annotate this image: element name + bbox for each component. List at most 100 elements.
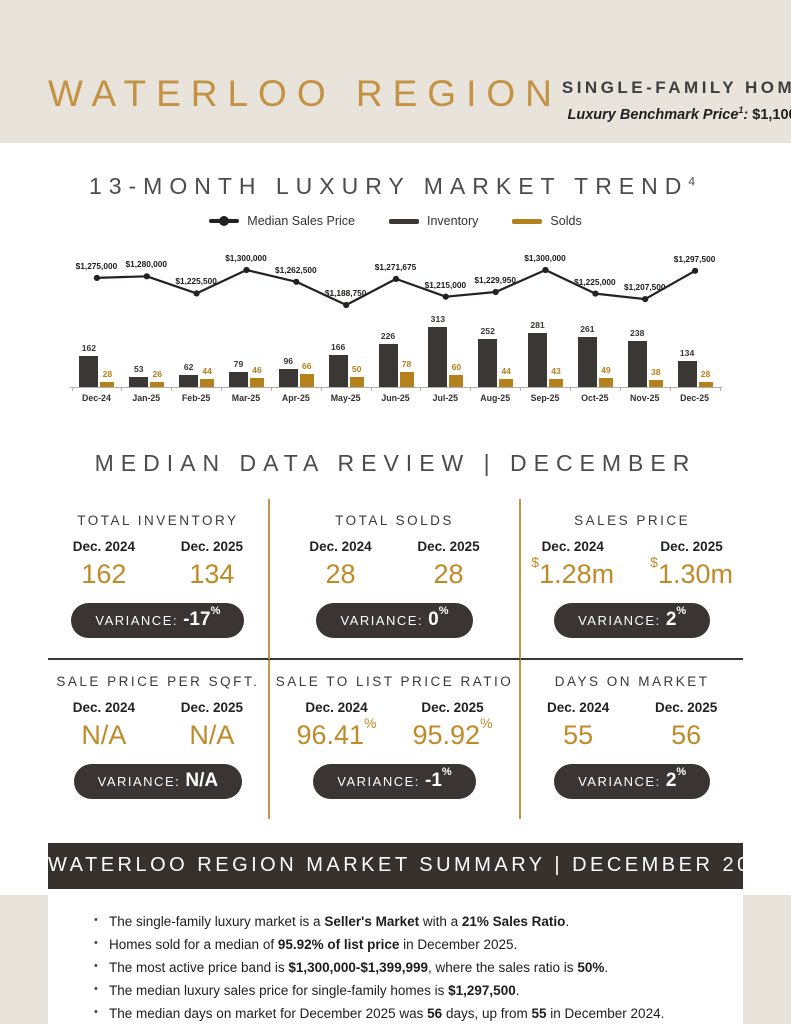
stat-card-title: SALE PRICE PER SQFT. bbox=[56, 674, 260, 689]
stat-period-label: Dec. 2025 bbox=[654, 700, 718, 715]
inventory-bar bbox=[428, 327, 448, 387]
stat-card-sale-price-per-sqft: SALE PRICE PER SQFT. Dec. 2024 N/A Dec. 202… bbox=[48, 660, 270, 819]
benchmark-price: Luxury Benchmark Price1: $1,100,000 bbox=[562, 105, 791, 123]
solds-value-label: 28 bbox=[102, 368, 113, 379]
price-label: $1,262,500 bbox=[275, 264, 317, 275]
benchmark-separator: : bbox=[743, 107, 753, 123]
stat-value: 95.92% bbox=[412, 714, 493, 750]
stat-value: 28 bbox=[325, 559, 356, 589]
inventory-bar bbox=[129, 376, 149, 387]
month-axis-label: Oct-25 bbox=[581, 393, 609, 403]
inventory-bar bbox=[677, 361, 697, 387]
solds-bar bbox=[100, 381, 115, 387]
x-axis-tick bbox=[121, 387, 123, 391]
stat-columns: Dec. 2024 162 Dec. 2025 134 bbox=[54, 539, 262, 590]
solds-bar bbox=[449, 375, 464, 387]
stat-card-total-inventory: TOTAL INVENTORY Dec. 2024 162 Dec. 2025 134 V… bbox=[48, 499, 270, 660]
stat-column-2025: Dec. 2025 95.92% bbox=[413, 700, 493, 751]
report-header: WATERLOO REGION SINGLE-FAMILY HOMES Luxu… bbox=[0, 0, 791, 143]
summary-bold-text: 95.92% of list price bbox=[277, 936, 400, 952]
stat-card-title: SALE TO LIST PRICE RATIO bbox=[275, 674, 514, 689]
stat-period-label: Dec. 2024 bbox=[541, 539, 604, 554]
stat-period-label: Dec. 2025 bbox=[180, 539, 244, 554]
month-axis-label: Dec-24 bbox=[81, 393, 111, 403]
x-axis-tick bbox=[719, 387, 721, 391]
x-axis-tick bbox=[470, 387, 472, 391]
stat-period-label: Dec. 2024 bbox=[72, 539, 136, 554]
inventory-bar bbox=[79, 355, 99, 387]
stat-period-label: Dec. 2025 bbox=[660, 539, 723, 554]
month-axis-label: Nov-25 bbox=[630, 393, 660, 403]
inventory-value-label: 96 bbox=[283, 355, 294, 366]
month-axis-label: Aug-25 bbox=[480, 393, 511, 403]
stat-value: 28 bbox=[433, 559, 464, 589]
stat-card-title: SALES PRICE bbox=[574, 513, 691, 528]
stat-column-2024: Dec. 2024 55 bbox=[542, 700, 614, 751]
solds-value-label: 78 bbox=[401, 359, 412, 370]
x-axis-tick bbox=[420, 387, 422, 391]
solds-bar bbox=[399, 372, 414, 387]
month-axis-label: Jun-25 bbox=[381, 393, 410, 403]
chart-title: 13-MONTH LUXURY MARKET TREND4 bbox=[88, 173, 703, 199]
stat-column-2025: Dec. 2025 N/A bbox=[176, 700, 248, 751]
stat-period-label: Dec. 2024 bbox=[305, 700, 368, 715]
stat-column-2025: Dec. 2025 28 bbox=[413, 539, 485, 590]
inventory-value-label: 134 bbox=[679, 348, 695, 359]
x-axis-tick bbox=[619, 387, 621, 391]
price-label: $1,300,000 bbox=[225, 253, 267, 263]
summary-bullet-list: The single-family luxury market is a Sel… bbox=[92, 911, 699, 1024]
stat-card-title: TOTAL SOLDS bbox=[335, 513, 454, 528]
x-axis-tick bbox=[320, 387, 322, 391]
stat-period-label: Dec. 2025 bbox=[417, 539, 480, 554]
median-price-line bbox=[93, 266, 698, 309]
x-axis-tick bbox=[669, 387, 671, 391]
stat-period-label: Dec. 2025 bbox=[421, 700, 484, 715]
inventory-value-label: 162 bbox=[81, 342, 97, 353]
stat-columns: Dec. 2024 96.41% Dec. 2025 95.92% bbox=[276, 700, 514, 751]
summary-text: in December 2024. bbox=[546, 1005, 665, 1021]
stat-period-label: Dec. 2024 bbox=[546, 700, 610, 715]
month-axis-label: Feb-25 bbox=[181, 393, 211, 403]
summary-bullet: Homes sold for a median of 95.92% of lis… bbox=[92, 934, 699, 957]
inventory-bar bbox=[528, 333, 548, 387]
stat-card-title: TOTAL INVENTORY bbox=[77, 513, 239, 528]
variance-badge: VARIANCE: 2% bbox=[554, 603, 711, 638]
price-label: $1,280,000 bbox=[125, 259, 168, 270]
legend-item-inventory: Inventory bbox=[389, 214, 478, 228]
stat-value: 162 bbox=[81, 559, 127, 589]
solds-value-label: 60 bbox=[451, 362, 462, 373]
month-axis-label: Sep-25 bbox=[530, 393, 560, 403]
inventory-value-label: 166 bbox=[330, 342, 346, 353]
inventory-bar bbox=[478, 338, 498, 387]
benchmark-label: Luxury Benchmark Price bbox=[567, 107, 739, 123]
region-title: WATERLOO REGION bbox=[48, 73, 562, 114]
price-label: $1,207,500 bbox=[623, 282, 666, 293]
chart-legend: Median Sales Price Inventory Solds bbox=[0, 214, 791, 228]
summary-text: in December 2025. bbox=[399, 936, 518, 952]
price-label: $1,297,500 bbox=[673, 253, 716, 264]
solds-value-label: 44 bbox=[501, 365, 511, 376]
month-axis-label: Jul-25 bbox=[432, 393, 459, 403]
stat-column-2025: Dec. 2025 56 bbox=[650, 700, 722, 751]
summary-bold-text: 21% Sales Ratio bbox=[461, 914, 566, 929]
summary-bullet: The single-family luxury market is a Sel… bbox=[92, 911, 699, 934]
inventory-value-label: 313 bbox=[430, 314, 446, 324]
price-label: $1,225,500 bbox=[175, 276, 217, 287]
month-axis-label: Jan-25 bbox=[132, 393, 161, 403]
stat-column-2024: Dec. 2024 $1.28m bbox=[531, 539, 614, 590]
solds-value-label: 44 bbox=[202, 365, 212, 376]
stat-value: 96.41% bbox=[296, 714, 377, 750]
x-axis-tick bbox=[171, 387, 173, 391]
legend-bar-swatch-icon bbox=[389, 218, 419, 224]
summary-text: The median luxury sales price for single… bbox=[109, 982, 449, 998]
variance-badge: VARIANCE: 2% bbox=[554, 764, 711, 799]
trend-chart: $1,275,000 162 28 Dec-24 $1,280,000 53 26 Jan-2… bbox=[66, 244, 726, 424]
property-type-label: SINGLE-FAMILY HOMES bbox=[561, 78, 791, 98]
solds-bar bbox=[200, 378, 215, 387]
stat-column-2025: Dec. 2025 134 bbox=[176, 539, 248, 590]
stat-columns: Dec. 2024 $1.28m Dec. 2025 $1.30m bbox=[527, 539, 737, 590]
legend-label: Solds bbox=[550, 214, 582, 228]
inventory-value-label: 238 bbox=[630, 328, 645, 339]
price-label: $1,225,000 bbox=[574, 276, 616, 287]
